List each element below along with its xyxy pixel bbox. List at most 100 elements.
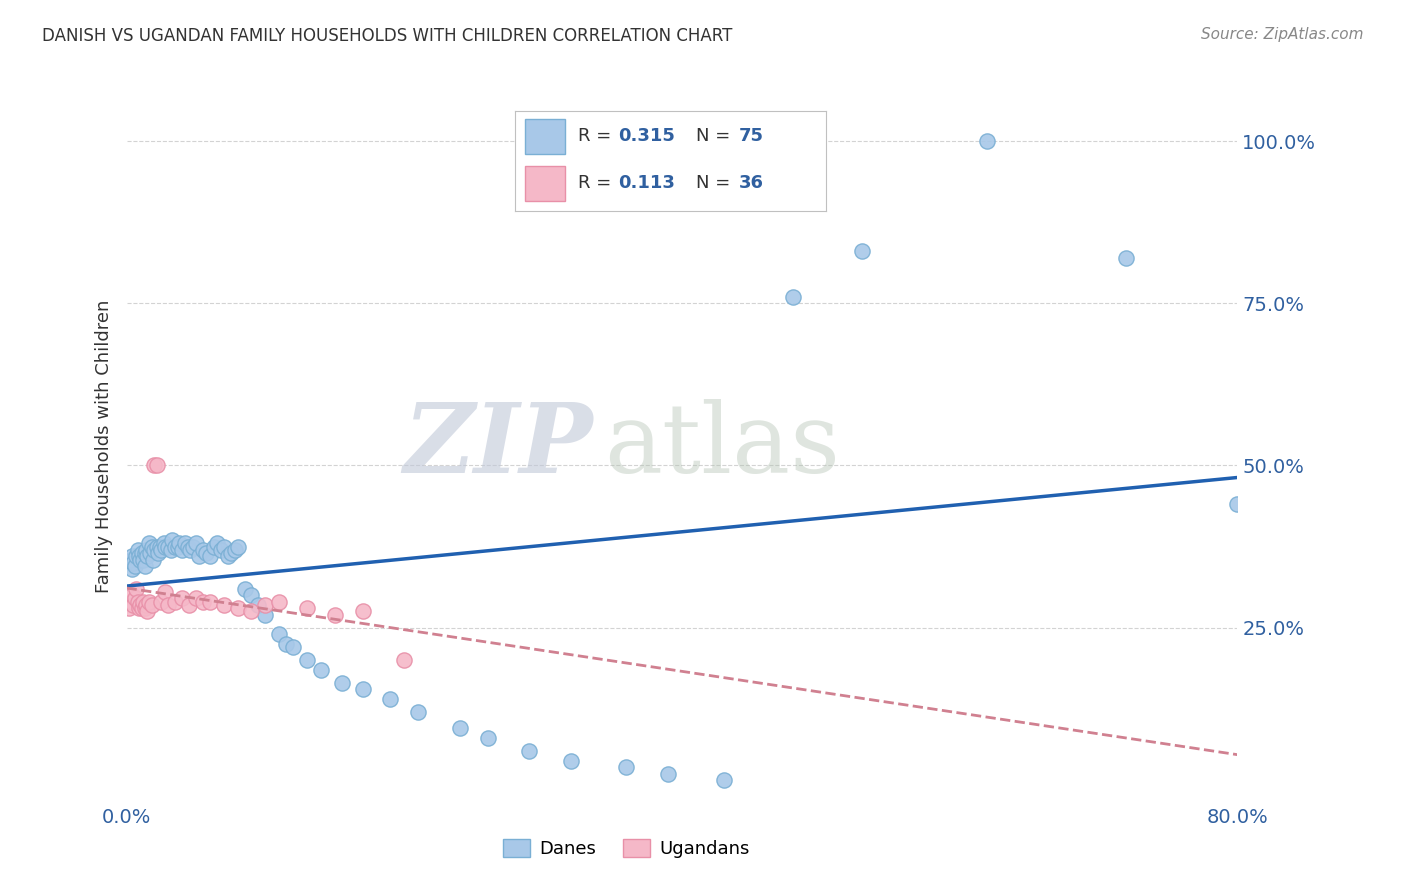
Point (125, 582, 148, 596)
Point (132, 552, 155, 566)
Point (177, 598, 200, 612)
Point (122, 598, 145, 612)
Point (148, 546, 170, 560)
Point (254, 598, 277, 612)
Point (281, 640, 304, 654)
Point (138, 595, 160, 609)
Y-axis label: Family Households with Children: Family Households with Children (94, 300, 112, 592)
Point (295, 653, 318, 667)
Point (323, 607, 346, 622)
Point (169, 536, 191, 550)
Point (136, 604, 159, 618)
Point (851, 244, 873, 259)
Point (121, 562, 143, 576)
Point (134, 601, 156, 615)
Point (449, 721, 471, 735)
Point (127, 595, 149, 609)
Point (394, 653, 416, 667)
Point (150, 595, 173, 609)
Point (132, 595, 155, 609)
Point (128, 549, 150, 564)
Point (202, 540, 225, 554)
Point (139, 546, 162, 560)
Point (713, 773, 735, 788)
Point (134, 546, 156, 560)
Point (141, 598, 163, 612)
Point (138, 536, 160, 550)
Point (176, 540, 198, 554)
Point (146, 540, 169, 554)
Point (191, 542, 214, 557)
Point (125, 549, 148, 564)
Point (129, 598, 152, 612)
Point (165, 595, 187, 609)
Point (517, 744, 540, 758)
Point (149, 540, 172, 554)
Point (184, 536, 207, 550)
Point (330, 675, 353, 690)
Point (124, 591, 146, 606)
Point (380, 692, 402, 706)
Point (198, 549, 221, 564)
Text: DANISH VS UGANDAN FAMILY HOUSEHOLDS WITH CHILDREN CORRELATION CHART: DANISH VS UGANDAN FAMILY HOUSEHOLDS WITH… (42, 27, 733, 45)
Point (269, 595, 291, 609)
Legend: Danes, Ugandans: Danes, Ugandans (496, 831, 756, 865)
Point (165, 540, 187, 554)
Point (121, 588, 143, 602)
Point (233, 582, 256, 596)
Point (1115, 251, 1137, 265)
Point (150, 542, 173, 557)
Point (240, 588, 263, 602)
Point (217, 549, 239, 564)
Point (352, 682, 374, 697)
Point (157, 598, 180, 612)
Point (122, 556, 145, 570)
Point (173, 536, 195, 550)
Point (614, 760, 637, 774)
Point (160, 542, 183, 557)
Point (1226, 497, 1249, 511)
Point (172, 591, 194, 606)
Point (198, 595, 221, 609)
Point (477, 731, 499, 745)
Point (143, 458, 166, 473)
Point (141, 540, 163, 554)
Point (136, 549, 159, 564)
Point (976, 134, 998, 148)
Text: Source: ZipAtlas.com: Source: ZipAtlas.com (1201, 27, 1364, 42)
Point (128, 601, 150, 615)
Point (181, 540, 204, 554)
Point (782, 290, 804, 304)
Point (120, 552, 142, 566)
Point (194, 546, 217, 560)
Point (179, 542, 201, 557)
Point (131, 601, 153, 615)
Point (224, 542, 246, 557)
Point (276, 637, 298, 651)
Point (205, 536, 228, 550)
Point (295, 601, 318, 615)
Text: atlas: atlas (605, 399, 841, 493)
Point (240, 604, 263, 618)
Point (167, 540, 190, 554)
Point (247, 598, 270, 612)
Point (309, 663, 332, 677)
Point (657, 766, 679, 780)
Point (162, 533, 184, 547)
Point (191, 595, 214, 609)
Point (212, 540, 235, 554)
Point (131, 546, 153, 560)
Point (187, 549, 209, 564)
Point (155, 585, 177, 599)
Point (135, 598, 157, 612)
Point (212, 598, 235, 612)
Point (209, 542, 232, 557)
Point (142, 552, 165, 566)
Point (226, 601, 249, 615)
Text: ZIP: ZIP (404, 399, 593, 493)
Point (184, 591, 207, 606)
Point (129, 552, 152, 566)
Point (406, 705, 429, 719)
Point (157, 540, 180, 554)
Point (226, 540, 249, 554)
